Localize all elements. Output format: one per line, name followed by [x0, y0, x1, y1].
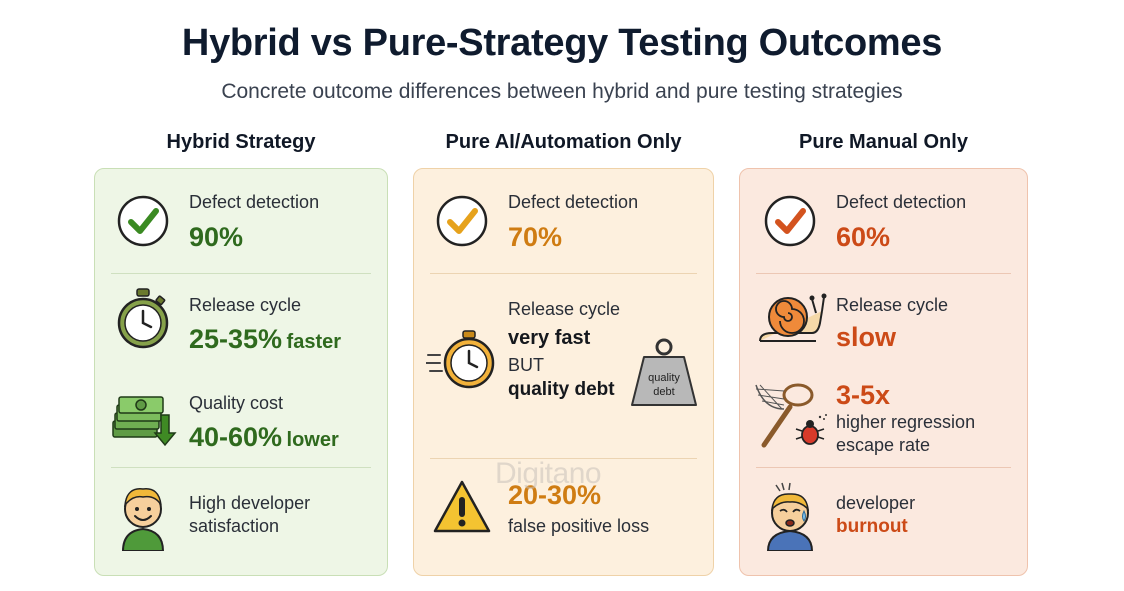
ai-release-label: Release cycle [508, 299, 621, 319]
column-heading-ai: Pure AI/Automation Only [445, 131, 682, 153]
divider [111, 467, 371, 468]
money-down-arrow-icon [112, 396, 177, 447]
divider [430, 458, 697, 459]
quality-debt-badge: quality debt [648, 372, 680, 398]
ai-false-positive-label: false positive loss [508, 516, 650, 536]
hybrid-detection-label: Defect detection [189, 192, 320, 212]
column-heading-hybrid: Hybrid Strategy [166, 131, 316, 153]
hybrid-detection-value: 90% [189, 222, 244, 252]
divider [430, 273, 697, 274]
stressed-developer-icon [766, 482, 814, 551]
stopwatch-icon [117, 288, 169, 349]
hybrid-cost-value: 40-60% [189, 422, 283, 452]
manual-release-label: Release cycle [836, 295, 949, 315]
ai-release-line1: very fast [508, 327, 591, 349]
warning-icon [433, 480, 491, 533]
manual-regression-line2: escape rate [836, 435, 931, 455]
hybrid-release-label: Release cycle [189, 295, 302, 315]
weight-icon [631, 338, 697, 406]
hybrid-satisfaction-line2: satisfaction [189, 516, 280, 536]
check-circle-icon [764, 195, 816, 247]
ai-detection-label: Defect detection [508, 192, 639, 212]
snail-icon [759, 293, 827, 342]
fast-stopwatch-icon [426, 330, 495, 389]
check-circle-icon [436, 195, 488, 247]
hybrid-release-value-line: 25-35% faster [189, 323, 341, 355]
bug-net-icon [755, 383, 827, 448]
manual-regression-line1: higher regression [836, 412, 976, 432]
divider [111, 273, 371, 274]
manual-regression-value: 3-5x [836, 380, 891, 410]
hybrid-cost-suffix: lower [286, 429, 339, 451]
divider [756, 467, 1011, 468]
ai-release-line2: BUT [508, 355, 544, 375]
manual-release-value: slow [836, 322, 897, 352]
ai-false-positive-value: 20-30% [508, 480, 602, 510]
page-title: Hybrid vs Pure-Strategy Testing Outcomes [181, 22, 943, 64]
ai-card: Defect detection 70% Release cycle very … [413, 168, 714, 576]
ai-detection-value: 70% [508, 222, 563, 252]
hybrid-release-suffix: faster [286, 331, 342, 353]
manual-detection-label: Defect detection [836, 192, 967, 212]
manual-burnout-label: developer [836, 493, 916, 513]
manual-card: Defect detection 60% Release cycle slow … [739, 168, 1028, 576]
hybrid-cost-label: Quality cost [189, 393, 284, 413]
hybrid-satisfaction-line1: High developer [189, 493, 311, 513]
column-heading-manual: Pure Manual Only [799, 131, 968, 153]
happy-developer-icon [121, 488, 165, 551]
ai-release-line3: quality debt [508, 379, 615, 400]
hybrid-release-value: 25-35% [189, 324, 283, 354]
divider [756, 273, 1011, 274]
manual-burnout-value: burnout [836, 516, 908, 537]
page-subtitle: Concrete outcome differences between hyb… [221, 80, 903, 103]
watermark: Digitano [495, 457, 602, 490]
check-circle-icon [117, 195, 169, 247]
hybrid-cost-value-line: 40-60% lower [189, 421, 339, 453]
hybrid-card: Defect detection 90% Release cycle 25-35… [94, 168, 388, 576]
manual-detection-value: 60% [836, 222, 891, 252]
